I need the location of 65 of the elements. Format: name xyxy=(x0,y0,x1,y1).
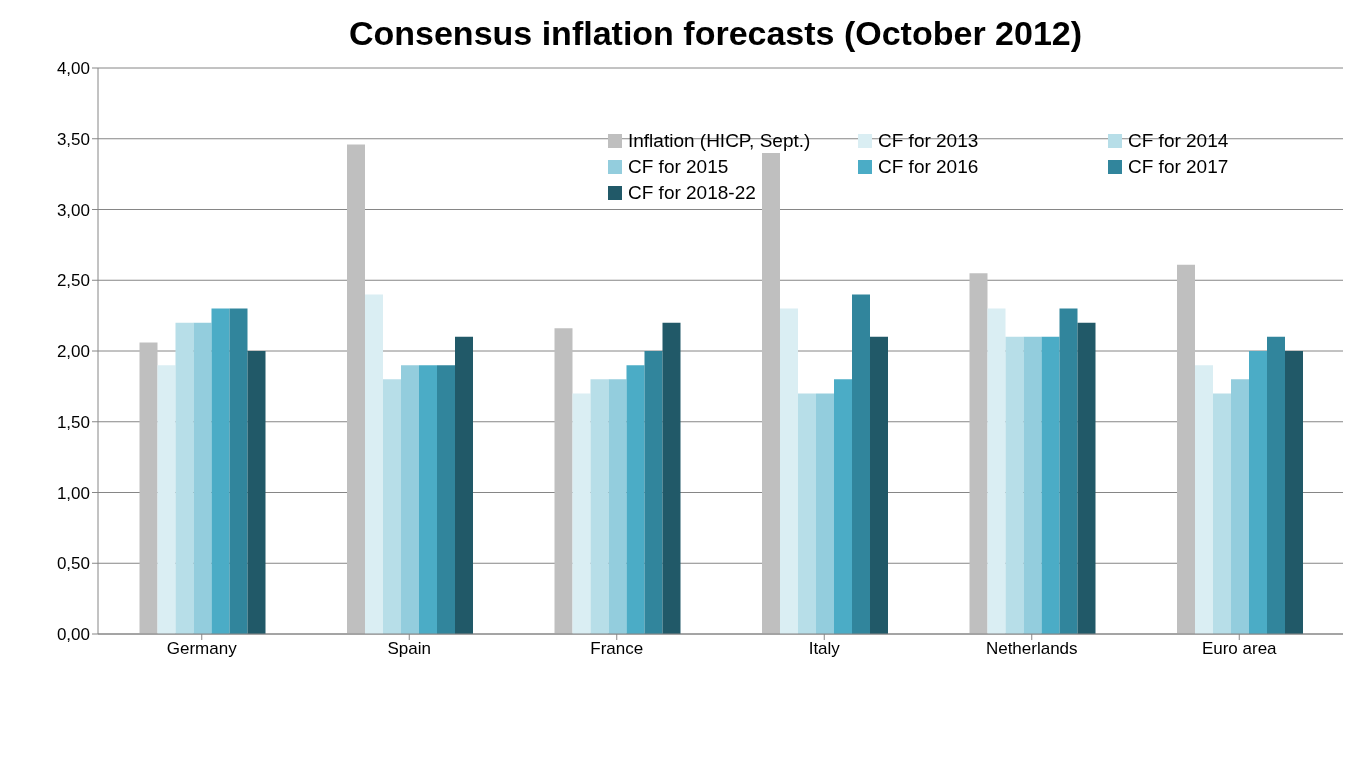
bar xyxy=(798,393,816,634)
legend-label: CF for 2013 xyxy=(878,130,979,152)
y-tick-label: 3,00 xyxy=(56,200,90,220)
bar xyxy=(1059,308,1078,634)
y-tick-label: 2,50 xyxy=(56,271,90,291)
bar xyxy=(383,379,401,634)
bar xyxy=(762,152,780,634)
y-tick-label: 0,00 xyxy=(56,625,90,645)
bar xyxy=(834,379,852,634)
y-tick-label: 3,50 xyxy=(56,129,90,149)
bar xyxy=(1213,393,1231,634)
bar xyxy=(1249,351,1267,634)
bar xyxy=(419,365,437,634)
bar xyxy=(852,294,870,634)
legend-label: CF for 2017 xyxy=(1128,156,1229,178)
bar xyxy=(1231,379,1249,634)
bar xyxy=(572,393,591,634)
bar xyxy=(1177,264,1195,634)
x-tick-label: France xyxy=(590,639,644,659)
bar xyxy=(455,336,473,634)
bar xyxy=(1041,336,1060,634)
bar xyxy=(175,322,194,634)
legend-label: CF for 2018-22 xyxy=(628,182,756,204)
x-tick-label: Spain xyxy=(387,639,431,659)
bar xyxy=(157,365,176,634)
bar xyxy=(1195,365,1213,634)
bar xyxy=(662,322,681,634)
x-tick-label: Euro area xyxy=(1201,639,1278,659)
bar xyxy=(626,365,645,634)
y-tick-label: 1,50 xyxy=(56,412,90,432)
legend-label: Inflation (HICP, Sept.) xyxy=(628,130,811,152)
legend-label: CF for 2016 xyxy=(878,156,979,178)
bar xyxy=(1267,336,1285,634)
bar xyxy=(211,308,230,634)
legend-label: CF for 2015 xyxy=(628,156,729,178)
bar xyxy=(347,144,365,634)
bar xyxy=(365,294,383,634)
bar xyxy=(229,308,248,634)
chart-title: Consensus inflation forecasts (October 2012) xyxy=(347,13,1084,54)
bar xyxy=(870,336,888,634)
bar xyxy=(401,365,419,634)
x-tick-label: Netherlands xyxy=(985,639,1078,659)
bar xyxy=(780,308,798,634)
y-tick-label: 1,00 xyxy=(56,483,90,503)
y-tick-label: 0,50 xyxy=(56,554,90,574)
bar xyxy=(644,351,663,634)
bar xyxy=(1077,322,1096,634)
y-tick-label: 2,00 xyxy=(56,342,90,362)
legend-label: CF for 2014 xyxy=(1128,130,1229,152)
bar xyxy=(1005,336,1024,634)
bar xyxy=(1285,351,1303,634)
bar xyxy=(987,308,1006,634)
y-tick-label: 4,00 xyxy=(56,59,90,79)
x-tick-label: Italy xyxy=(808,639,841,659)
x-tick-label: Germany xyxy=(166,639,238,659)
bar xyxy=(816,393,834,634)
bar xyxy=(139,342,158,634)
bar xyxy=(1023,336,1042,634)
bar xyxy=(193,322,212,634)
bar xyxy=(969,273,988,634)
bar xyxy=(590,379,609,634)
bar xyxy=(554,328,573,634)
bar xyxy=(437,365,455,634)
bar xyxy=(247,351,266,634)
bar xyxy=(608,379,627,634)
